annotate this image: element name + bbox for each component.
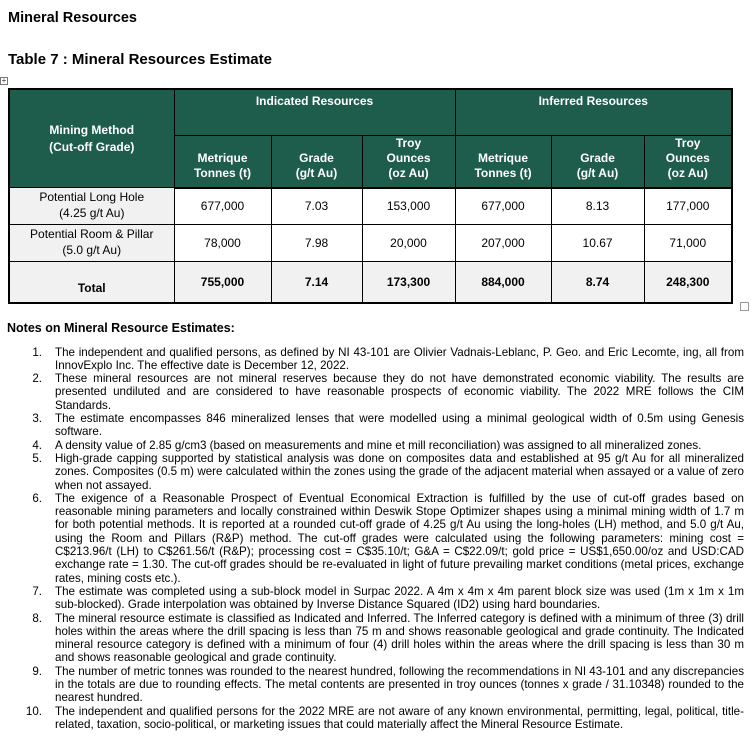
- note-number: 8.: [32, 611, 42, 625]
- total-value: 8.74: [550, 261, 645, 304]
- cell-value: 10.67: [550, 224, 645, 263]
- cell-value: 153,000: [361, 187, 456, 226]
- note-number: 5.: [32, 451, 42, 465]
- subheader-indicated-ounces: Troy Ounces (oz Au): [361, 134, 456, 189]
- group-header-inferred: Inferred Resources: [454, 88, 733, 136]
- note-item: 6. The exigence of a Reasonable Prospect…: [7, 492, 744, 585]
- note-text: The mineral resource estimate is classif…: [55, 611, 744, 665]
- cell-value: 71,000: [643, 224, 733, 263]
- note-text: A density value of 2.85 g/cm3 (based on …: [55, 438, 702, 452]
- note-number: 9.: [32, 664, 42, 678]
- total-value: 884,000: [454, 261, 552, 304]
- note-text: The estimate was completed using a sub-b…: [55, 584, 744, 612]
- note-item: 5. High-grade capping supported by stati…: [7, 452, 744, 492]
- cell-value: 207,000: [454, 224, 552, 263]
- note-item: 3. The estimate encompasses 846 minerali…: [7, 412, 744, 439]
- note-item: 10. The independent and qualified person…: [7, 705, 744, 732]
- group-header-indicated: Indicated Resources: [173, 88, 456, 136]
- cell-value: 177,000: [643, 187, 733, 226]
- mineral-table-container: + Mining Method (Cut-off Grade) Indicate…: [0, 77, 749, 311]
- table-total-row: Total 755,000 7.14 173,300 884,000 8.74 …: [8, 261, 733, 304]
- row-label: Potential Long Hole (4.25 g/t Au): [8, 187, 175, 226]
- note-item: 4. A density value of 2.85 g/cm3 (based …: [7, 439, 744, 452]
- subheader-inferred-grade: Grade (g/t Au): [550, 134, 645, 189]
- note-number: 2.: [32, 372, 42, 386]
- total-value: 248,300: [643, 261, 733, 304]
- table-title: Table 7 : Mineral Resources Estimate: [8, 51, 272, 68]
- note-text: High-grade capping supported by statisti…: [55, 451, 744, 492]
- cell-value: 7.03: [270, 187, 363, 226]
- cell-value: 8.13: [550, 187, 645, 226]
- subheader-indicated-tonnes: Metrique Tonnes (t): [173, 134, 272, 189]
- note-item: 7. The estimate was completed using a su…: [7, 585, 744, 612]
- cell-value: 20,000: [361, 224, 456, 263]
- total-value: 7.14: [270, 261, 363, 304]
- notes-section: Notes on Mineral Resource Estimates: 1. …: [7, 321, 744, 732]
- notes-heading: Notes on Mineral Resource Estimates:: [7, 320, 235, 335]
- table-row-room-pillar: Potential Room & Pillar (5.0 g/t Au) 78,…: [8, 224, 733, 263]
- note-text: These mineral resources are not mineral …: [55, 372, 744, 412]
- note-text: The exigence of a Reasonable Prospect of…: [55, 491, 744, 585]
- subheader-indicated-grade: Grade (g/t Au): [270, 134, 363, 189]
- note-text: The independent and qualified persons, a…: [55, 345, 744, 372]
- total-value: 173,300: [361, 261, 456, 304]
- note-item: 1. The independent and qualified persons…: [7, 346, 744, 373]
- total-value: 755,000: [173, 261, 272, 304]
- subheader-inferred-tonnes: Metrique Tonnes (t): [454, 134, 552, 189]
- note-text: The independent and qualified persons fo…: [55, 704, 744, 731]
- note-number: 1.: [32, 345, 42, 359]
- cell-value: 677,000: [454, 187, 552, 226]
- row-label: Potential Room & Pillar (5.0 g/t Au): [8, 224, 175, 263]
- cell-value: 78,000: [173, 224, 272, 263]
- total-label: Total: [8, 261, 175, 304]
- table-resize-handle[interactable]: [740, 301, 749, 311]
- mineral-resources-table: Mining Method (Cut-off Grade) Indicated …: [8, 88, 734, 304]
- cell-value: 7.98: [270, 224, 363, 263]
- page-title: Mineral Resources: [8, 10, 137, 26]
- note-number: 10.: [25, 704, 42, 718]
- note-item: 9. The number of metric tonnes was round…: [7, 665, 744, 705]
- note-number: 3.: [32, 412, 42, 426]
- note-number: 4.: [32, 438, 42, 452]
- note-number: 7.: [32, 584, 42, 598]
- table-row-long-hole: Potential Long Hole (4.25 g/t Au) 677,00…: [8, 187, 733, 226]
- note-text: The estimate encompasses 846 mineralized…: [55, 412, 744, 439]
- note-text: The number of metric tonnes was rounded …: [55, 664, 744, 705]
- note-item: 2. These mineral resources are not miner…: [7, 372, 744, 412]
- cell-value: 677,000: [173, 187, 272, 226]
- corner-header: Mining Method (Cut-off Grade): [8, 88, 175, 189]
- table-anchor-handle[interactable]: +: [0, 76, 8, 85]
- subheader-inferred-ounces: Troy Ounces (oz Au): [643, 134, 733, 189]
- note-item: 8. The mineral resource estimate is clas…: [7, 612, 744, 665]
- note-number: 6.: [32, 491, 42, 505]
